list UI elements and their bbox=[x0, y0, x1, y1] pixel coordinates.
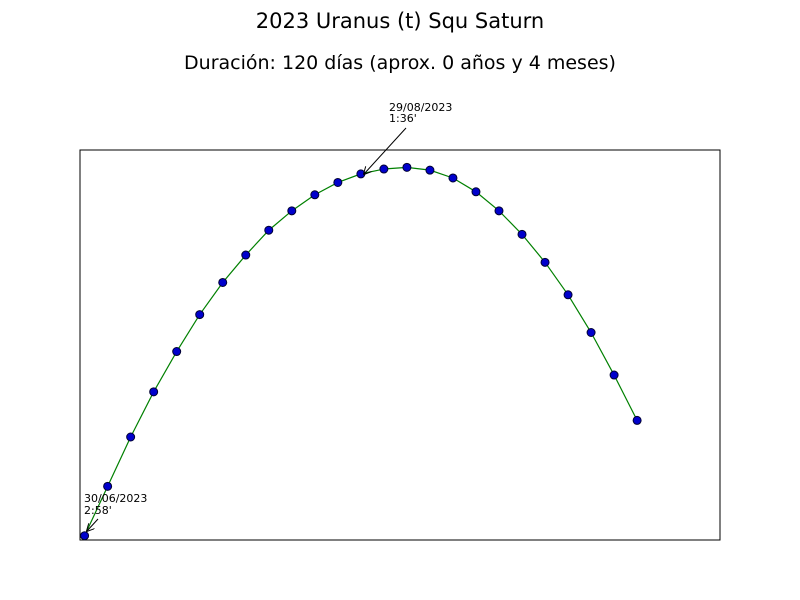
chart-subtitle: Duración: 120 días (aprox. 0 años y 4 me… bbox=[184, 52, 616, 74]
data-point bbox=[425, 165, 435, 175]
data-point bbox=[126, 432, 136, 442]
annotation-start-arrow bbox=[87, 518, 99, 531]
data-point bbox=[540, 257, 550, 267]
plot-frame bbox=[79, 149, 721, 541]
annotation-start-date: 30/06/2023 bbox=[84, 492, 147, 505]
data-point bbox=[471, 187, 481, 197]
annotation-start: 30/06/2023 2:58' bbox=[84, 492, 147, 531]
data-point bbox=[563, 290, 573, 300]
data-point bbox=[494, 206, 504, 216]
chart-title: 2023 Uranus (t) Squ Saturn bbox=[256, 9, 544, 33]
data-point bbox=[149, 387, 159, 397]
data-point bbox=[333, 177, 343, 187]
data-point bbox=[103, 481, 113, 491]
data-point bbox=[310, 190, 320, 200]
data-point bbox=[264, 225, 274, 235]
data-point bbox=[218, 277, 228, 287]
data-point bbox=[80, 531, 90, 541]
data-layer bbox=[80, 162, 642, 541]
data-point bbox=[448, 173, 458, 183]
series-line bbox=[84, 166, 638, 536]
data-point bbox=[356, 169, 366, 179]
annotation-peak-date: 29/08/2023 bbox=[389, 101, 452, 114]
data-point bbox=[609, 370, 619, 380]
annotation-peak-arrow bbox=[364, 127, 407, 174]
data-point bbox=[402, 162, 412, 172]
data-point bbox=[586, 328, 596, 337]
data-point bbox=[517, 229, 527, 239]
annotation-start-time: 2:58' bbox=[84, 504, 112, 517]
data-point bbox=[287, 206, 297, 216]
data-point bbox=[632, 415, 642, 425]
data-point bbox=[241, 250, 251, 260]
data-point bbox=[379, 164, 389, 174]
annotation-peak: 29/08/2023 1:36' bbox=[364, 101, 452, 174]
data-point bbox=[195, 310, 205, 320]
data-point bbox=[172, 347, 182, 357]
annotation-peak-time: 1:36' bbox=[389, 112, 417, 125]
